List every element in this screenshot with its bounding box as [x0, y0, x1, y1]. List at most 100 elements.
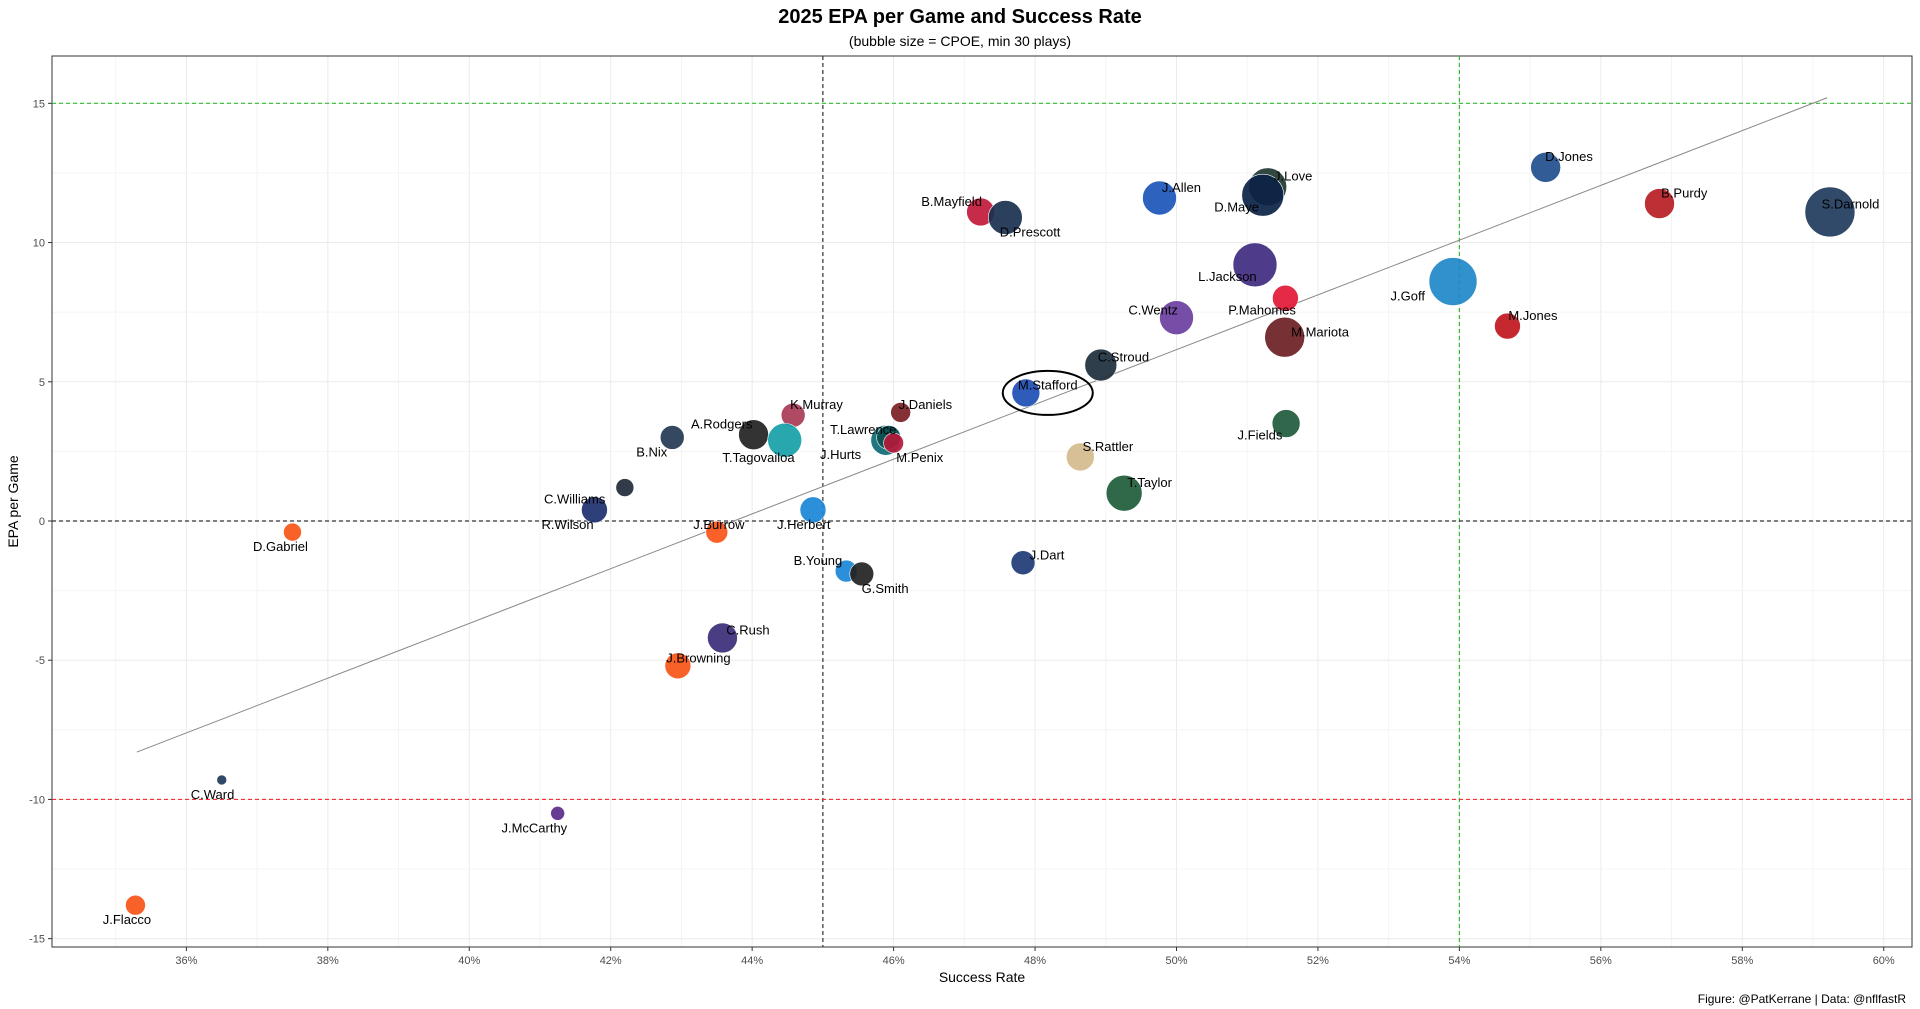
player-label: L.Jackson [1198, 269, 1257, 284]
bubble: D.Jones [1530, 152, 1561, 183]
plot-border [51, 55, 1913, 948]
bubble: J.Burrow [705, 520, 729, 544]
y-tick-label: 15 [33, 98, 45, 110]
player-label: J.Love [1274, 169, 1312, 184]
bubble: C.Stroud [1084, 348, 1118, 382]
player-label: C.Ward [191, 787, 235, 802]
x-tick-label: 48% [1024, 955, 1046, 967]
y-tick-label: -10 [29, 794, 45, 806]
trend-line-layer [136, 97, 1828, 753]
player-label: J.Dart [1030, 547, 1065, 562]
bubble: R.Wilson [581, 496, 608, 524]
bubble: J.Goff [1428, 257, 1478, 306]
grid-layer [51, 55, 1913, 948]
player-label: J.Daniels [899, 397, 953, 412]
player-label: C.Stroud [1098, 350, 1149, 365]
bubble: J.Browning [664, 652, 692, 680]
player-label: D.Gabriel [253, 539, 308, 554]
player-label: D.Maye [1214, 199, 1259, 214]
player-label: B.Mayfield [921, 194, 982, 209]
x-tick-label: 46% [883, 955, 905, 967]
bubble: M.Stafford [1011, 378, 1041, 408]
bubble: D.Gabriel [283, 522, 302, 542]
bubble: J.Dart [1010, 550, 1036, 576]
bubble: C.Rush [707, 622, 738, 654]
bubble: D.Prescott [988, 200, 1023, 235]
chart-caption: Figure: @PatKerrane | Data: @nflfastR [1697, 992, 1906, 1006]
reference-lines [52, 56, 1912, 947]
player-label: B.Young [794, 553, 843, 568]
player-label: B.Purdy [1661, 185, 1708, 200]
chart-subtitle: (bubble size = CPOE, min 30 plays) [848, 33, 1072, 49]
bubble: C.Ward [216, 774, 228, 786]
bubble: T.Taylor [1105, 474, 1143, 512]
bubble: B.Purdy [1644, 188, 1675, 219]
bubble: C.Wentz [1159, 300, 1194, 336]
bubble: L.Jackson [1232, 242, 1278, 288]
trend-line [136, 97, 1828, 753]
player-label: A.Rodgers [691, 417, 753, 432]
bubble: T.Tagovailoa [767, 422, 802, 458]
player-label: T.Taylor [1127, 475, 1172, 490]
x-tick-label: 52% [1307, 955, 1329, 967]
x-tick-label: 50% [1165, 955, 1187, 967]
y-tick-label: 10 [33, 238, 45, 250]
player-label: J.Browning [666, 650, 730, 665]
x-tick-label: 54% [1448, 955, 1470, 967]
bubble-layer: S.Darnold D.Jones B.Purdy J.Goff M.Jones J.Lo… [125, 152, 1856, 916]
bubble: P.Mahomes [1272, 284, 1299, 312]
highlight-ellipse [1001, 369, 1094, 416]
player-label: J.Flacco [103, 912, 151, 927]
player-label: M.Penix [896, 450, 943, 465]
x-axis-title: Success Rate [939, 969, 1026, 985]
x-tick-label: 44% [741, 955, 763, 967]
bubble: C.Williams [615, 478, 635, 497]
y-tick-label: 0 [39, 516, 45, 528]
bubble: M.Penix [883, 432, 904, 454]
player-label: T.Tagovailoa [722, 450, 795, 465]
axes: Success Rate EPA per Game 36% 38% 40% 42% 44… [5, 98, 1895, 985]
player-label: S.Rattler [1083, 439, 1134, 454]
player-label: J.Fields [1238, 428, 1283, 443]
y-tick-label: 5 [39, 377, 45, 389]
bubble: J.Herbert [799, 496, 827, 524]
player-label: M.Mariota [1291, 325, 1350, 340]
x-tick-label: 42% [600, 955, 622, 967]
x-tick-label: 36% [175, 955, 197, 967]
player-label: P.Mahomes [1228, 302, 1296, 317]
player-label: R.Wilson [542, 517, 594, 532]
player-label: B.Nix [636, 444, 668, 459]
x-tick-label: 56% [1590, 955, 1612, 967]
player-label: S.Darnold [1822, 197, 1880, 212]
bubble: G.Smith [849, 561, 875, 587]
player-label: T.Lawrence [830, 422, 896, 437]
player-label: C.Rush [726, 623, 769, 638]
player-label: J.Goff [1391, 288, 1426, 303]
x-tick-label: 60% [1873, 955, 1895, 967]
player-label: M.Jones [1508, 308, 1558, 323]
bubble: J.Allen [1142, 180, 1177, 216]
x-tick-label: 38% [317, 955, 339, 967]
bubble: M.Mariota [1264, 316, 1305, 358]
player-label: J.Burrow [693, 517, 745, 532]
x-tick-label: 58% [1731, 955, 1753, 967]
player-label: C.Wentz [1128, 302, 1178, 317]
player-label: J.McCarthy [501, 820, 567, 835]
y-tick-label: -15 [29, 934, 45, 946]
bubble: J.Daniels [890, 402, 911, 423]
y-axis-title: EPA per Game [5, 455, 21, 548]
bubble: J.Flacco [125, 894, 146, 916]
player-label: C.Williams [544, 492, 606, 507]
player-label: J.Herbert [777, 517, 831, 532]
player-label: K.Murray [790, 397, 843, 412]
bubble: D.Maye [1241, 173, 1285, 217]
bubble: B.Nix [659, 425, 685, 450]
player-label-layer: S.Darnold D.Jones B.Purdy J.Goff M.Jones J.Lo… [103, 149, 1880, 927]
bubble: J.McCarthy [550, 806, 565, 821]
bubble: M.Jones [1494, 312, 1521, 340]
x-tick-label: 40% [458, 955, 480, 967]
player-label: J.Allen [1162, 180, 1201, 195]
bubble: S.Rattler [1066, 442, 1095, 472]
player-label: G.Smith [862, 581, 909, 596]
